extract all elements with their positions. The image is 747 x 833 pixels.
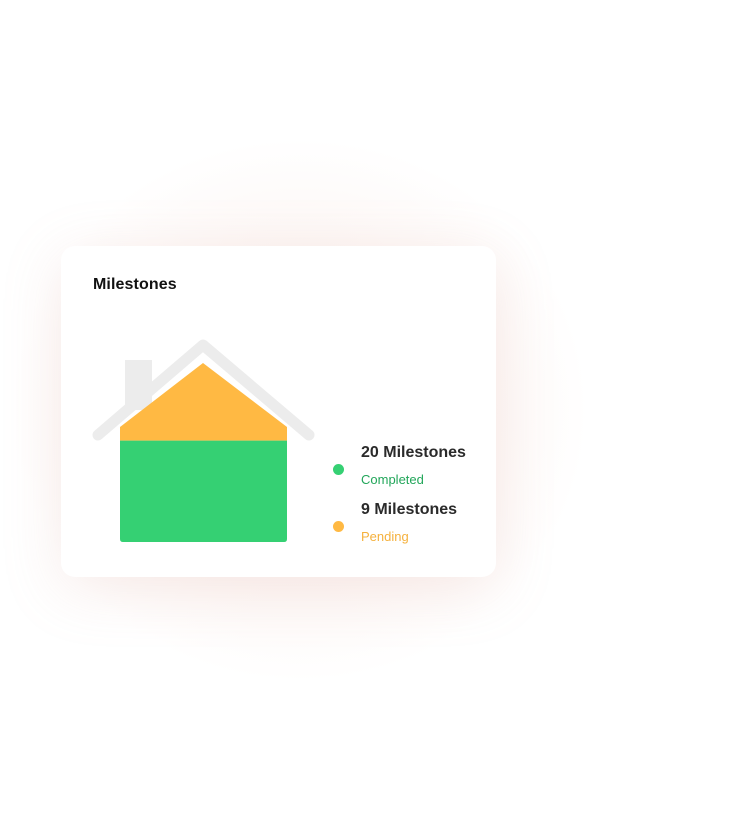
legend-count: 20 Milestones — [361, 444, 466, 461]
milestones-card: Milestones 20 Milestones Completed 9 Miles… — [61, 246, 496, 577]
legend-count: 9 Milestones — [361, 501, 458, 518]
house-chart — [92, 339, 315, 542]
legend-dot — [333, 464, 344, 475]
house-roof-outline — [92, 339, 315, 441]
legend-dot — [333, 521, 344, 532]
house-fill-completed — [120, 440, 287, 542]
legend-status: Pending — [361, 529, 409, 544]
legend-status: Completed — [361, 472, 424, 487]
card-title: Milestones — [93, 276, 177, 293]
